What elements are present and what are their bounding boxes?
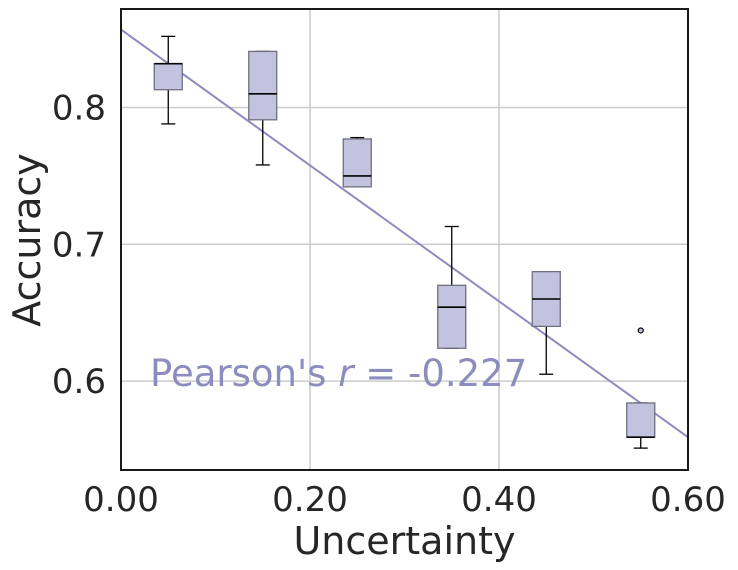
x-tick-label: 0.60 bbox=[650, 480, 726, 520]
tick-labels: 0.00 0.20 0.40 0.60 0.6 0.7 0.8 bbox=[52, 88, 726, 520]
trend-line-group bbox=[120, 28, 689, 438]
box-iqr bbox=[153, 63, 183, 91]
box-plot bbox=[248, 50, 278, 166]
box-iqr bbox=[342, 138, 372, 188]
annotation-symbol: r bbox=[338, 352, 356, 395]
box-plots bbox=[153, 35, 656, 449]
annotation-value: = -0.227 bbox=[353, 352, 527, 395]
x-tick-label: 0.20 bbox=[272, 480, 348, 520]
box-plot bbox=[626, 327, 656, 449]
box-plot bbox=[342, 136, 372, 188]
pearson-annotation: Pearson's r = -0.227 bbox=[150, 352, 527, 395]
x-tick-label: 0.40 bbox=[461, 480, 537, 520]
y-tick-label: 0.7 bbox=[52, 225, 106, 265]
box-iqr bbox=[626, 402, 656, 438]
box-iqr bbox=[437, 284, 467, 349]
grid-lines bbox=[120, 9, 689, 470]
annotation-prefix: Pearson's bbox=[150, 352, 338, 395]
plot-frame bbox=[120, 8, 689, 471]
regression-line bbox=[120, 28, 689, 438]
box-plot bbox=[153, 35, 183, 125]
y-tick-label: 0.6 bbox=[52, 362, 106, 402]
outlier-point bbox=[637, 327, 644, 334]
x-axis-title: Uncertainty bbox=[293, 519, 515, 563]
y-tick-label: 0.8 bbox=[52, 88, 106, 128]
y-axis-title: Accuracy bbox=[5, 153, 49, 327]
box-plot bbox=[531, 270, 561, 375]
box-plot bbox=[437, 225, 467, 349]
x-tick-label: 0.00 bbox=[83, 480, 159, 520]
box-iqr bbox=[248, 50, 278, 121]
